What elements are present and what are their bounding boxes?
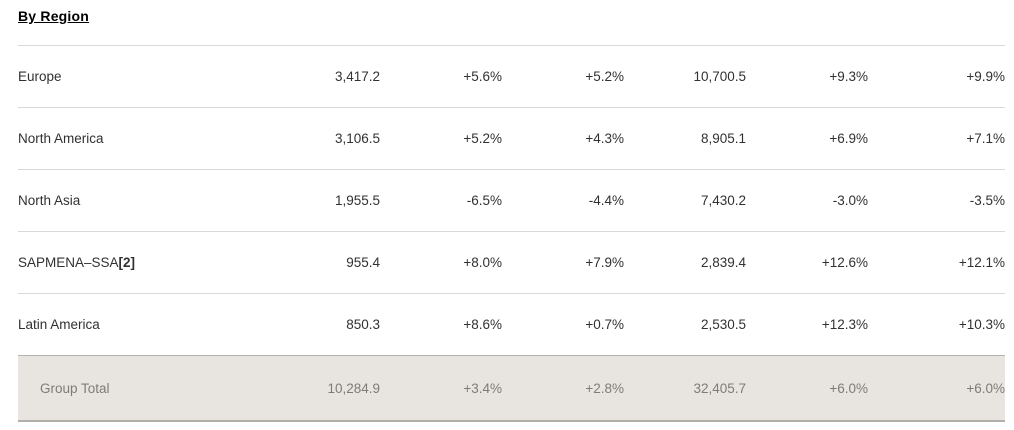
footnote-ref: [2] <box>118 255 136 270</box>
value-cell: 1,955.5 <box>258 169 380 232</box>
region-name: SAPMENA–SSA <box>18 255 119 270</box>
total-value-cell: +2.8% <box>502 355 624 422</box>
total-value-cell: +6.0% <box>868 355 1005 422</box>
value-cell: +7.9% <box>502 231 624 294</box>
region-label: SAPMENA–SSA[2] <box>18 231 258 294</box>
value-cell: 2,839.4 <box>624 231 746 294</box>
value-cell: 3,106.5 <box>258 107 380 170</box>
value-cell: 3,417.2 <box>258 45 380 108</box>
table-row-sapmena-ssa: SAPMENA–SSA[2] 955.4 +8.0% +7.9% 2,839.4… <box>18 231 1005 294</box>
value-cell: +8.0% <box>380 231 502 294</box>
value-cell: -6.5% <box>380 169 502 232</box>
value-cell: +6.9% <box>746 107 868 170</box>
value-cell: +12.3% <box>746 293 868 356</box>
value-cell: +4.3% <box>502 107 624 170</box>
value-cell: -3.0% <box>746 169 868 232</box>
table-row-north-asia: North Asia 1,955.5 -6.5% -4.4% 7,430.2 -… <box>18 169 1005 232</box>
group-total-label: Group Total <box>18 355 258 422</box>
value-cell: +9.3% <box>746 45 868 108</box>
total-value-cell: +3.4% <box>380 355 502 422</box>
total-value-cell: 10,284.9 <box>258 355 380 422</box>
value-cell: +5.2% <box>380 107 502 170</box>
value-cell: +10.3% <box>868 293 1005 356</box>
section-title: By Region <box>18 8 90 24</box>
value-cell: +12.6% <box>746 231 868 294</box>
value-cell: 10,700.5 <box>624 45 746 108</box>
value-cell: +8.6% <box>380 293 502 356</box>
value-cell: 955.4 <box>258 231 380 294</box>
region-name: North America <box>18 131 104 146</box>
region-name: Europe <box>18 69 62 84</box>
region-name: North Asia <box>18 193 81 208</box>
value-cell: -4.4% <box>502 169 624 232</box>
value-cell: -3.5% <box>868 169 1005 232</box>
value-cell: +9.9% <box>868 45 1005 108</box>
table-row-europe: Europe 3,417.2 +5.6% +5.2% 10,700.5 +9.3… <box>18 45 1005 108</box>
region-label: Latin America <box>18 293 258 356</box>
value-cell: 7,430.2 <box>624 169 746 232</box>
value-cell: 850.3 <box>258 293 380 356</box>
value-cell: +0.7% <box>502 293 624 356</box>
region-table: Europe 3,417.2 +5.6% +5.2% 10,700.5 +9.3… <box>18 45 1005 422</box>
table-row-latin-america: Latin America 850.3 +8.6% +0.7% 2,530.5 … <box>18 293 1005 356</box>
region-label: North America <box>18 107 258 170</box>
value-cell: +5.6% <box>380 45 502 108</box>
value-cell: +12.1% <box>868 231 1005 294</box>
region-label: Europe <box>18 45 258 108</box>
total-value-cell: 32,405.7 <box>624 355 746 422</box>
value-cell: 8,905.1 <box>624 107 746 170</box>
region-name: Latin America <box>18 317 100 332</box>
value-cell: 2,530.5 <box>624 293 746 356</box>
table-row-north-america: North America 3,106.5 +5.2% +4.3% 8,905.… <box>18 107 1005 170</box>
value-cell: +7.1% <box>868 107 1005 170</box>
value-cell: +5.2% <box>502 45 624 108</box>
total-value-cell: +6.0% <box>746 355 868 422</box>
region-label: North Asia <box>18 169 258 232</box>
table-row-group-total: Group Total 10,284.9 +3.4% +2.8% 32,405.… <box>18 355 1005 422</box>
